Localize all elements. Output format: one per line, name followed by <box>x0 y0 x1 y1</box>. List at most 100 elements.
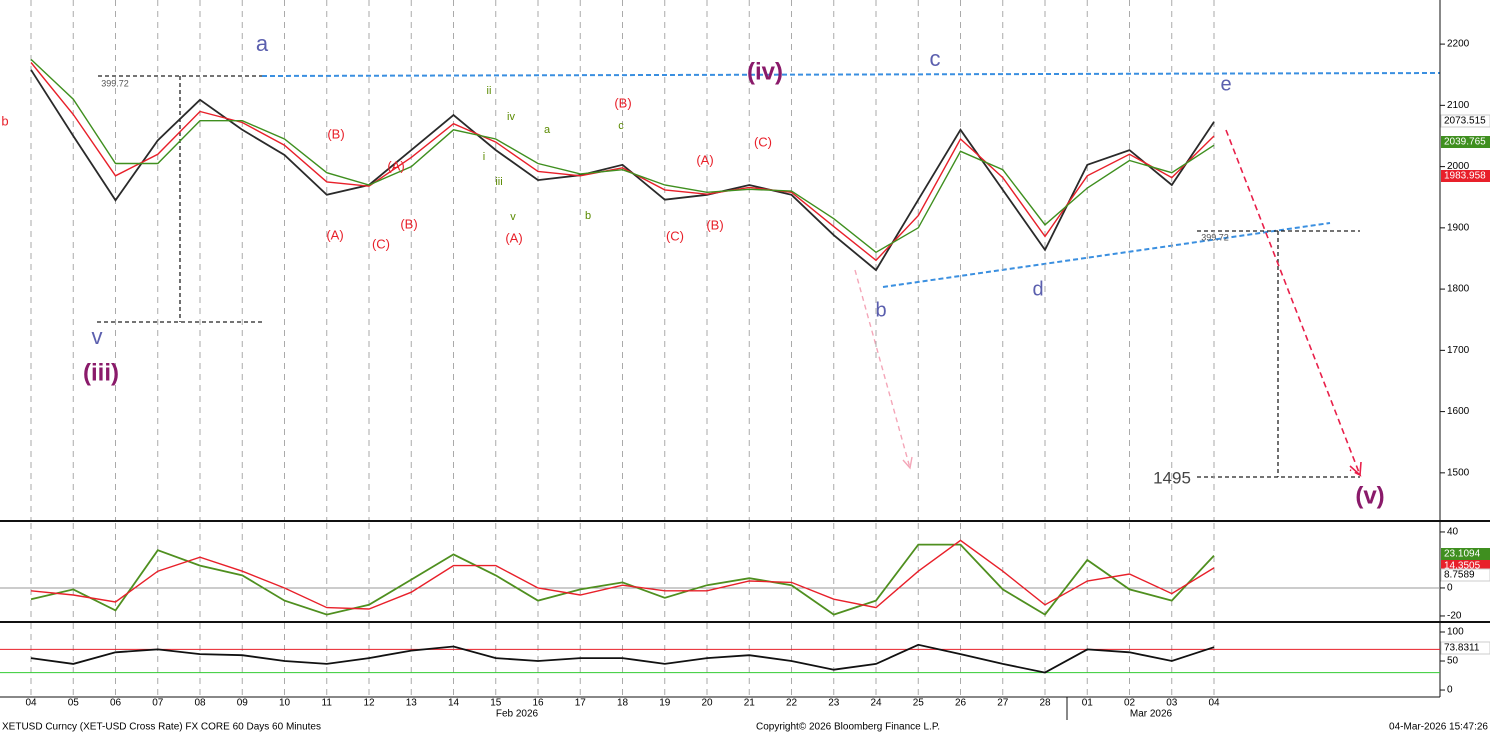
value-box <box>1440 641 1490 655</box>
value-box-label: 73.8311 <box>1444 643 1480 654</box>
y-tick-label: -20 <box>1447 611 1462 622</box>
wave-label: (A) <box>387 158 404 173</box>
wave-label: v <box>92 324 103 349</box>
wave-label: iii <box>495 176 502 188</box>
wave-label: b <box>1 113 8 128</box>
footer-left: XETUSD Curncy (XET-USD Cross Rate) FX CO… <box>2 722 321 733</box>
x-tick-label: 17 <box>575 698 587 709</box>
wave-label: (C) <box>372 236 390 251</box>
wave-label: (A) <box>505 230 522 245</box>
series-line <box>30 69 1215 272</box>
x-tick-label: 04 <box>25 698 37 709</box>
wave-label: (v) <box>1355 482 1384 509</box>
value-box <box>1441 548 1490 560</box>
wave-label: (iii) <box>83 359 119 386</box>
y-tick-label: 2200 <box>1447 39 1470 50</box>
wave-label: (iv) <box>747 58 783 85</box>
wave-label: (B) <box>614 95 631 110</box>
series-line <box>30 543 1215 616</box>
wave-label: c <box>618 120 624 132</box>
value-box-label: 2073.515 <box>1444 116 1486 127</box>
x-tick-label: 06 <box>110 698 122 709</box>
x-tick-label: 24 <box>870 698 882 709</box>
x-tick-label: 16 <box>532 698 544 709</box>
value-box <box>1441 170 1490 182</box>
y-tick-label: 1700 <box>1447 345 1470 356</box>
y-tick-label: 1500 <box>1447 467 1470 478</box>
y-tick-label: 1600 <box>1447 406 1470 417</box>
x-tick-label: 22 <box>786 698 798 709</box>
wave-label: v <box>510 211 516 223</box>
x-tick-label: 07 <box>152 698 164 709</box>
y-tick-label: 100 <box>1447 627 1464 638</box>
value-box <box>1440 114 1490 128</box>
wave-label: (C) <box>666 228 684 243</box>
month-label: Feb 2026 <box>496 709 539 720</box>
y-tick-label: 0 <box>1447 583 1453 594</box>
wave-label: (A) <box>326 227 343 242</box>
x-tick-label: 03 <box>1166 698 1178 709</box>
y-tick-label: 0 <box>1447 685 1453 696</box>
x-tick-label: 27 <box>997 698 1009 709</box>
value-box <box>1441 136 1490 148</box>
x-tick-label: 08 <box>194 698 206 709</box>
series-line <box>30 62 1215 262</box>
value-box-label: 1983.958 <box>1444 171 1486 182</box>
drawings <box>97 72 1441 478</box>
wave-label: 399.72 <box>1201 232 1229 242</box>
trendline <box>261 72 1441 77</box>
x-tick-label: 26 <box>955 698 967 709</box>
x-tick-label: 01 <box>1082 698 1094 709</box>
x-tick-label: 21 <box>744 698 756 709</box>
series-line <box>30 643 1215 674</box>
projection-arrow <box>854 269 911 469</box>
wave-label: d <box>1032 278 1043 300</box>
value-box-label: 23.1094 <box>1444 549 1481 560</box>
y-tick-label: 1800 <box>1447 284 1470 295</box>
y-tick-label: 2000 <box>1447 161 1470 172</box>
month-label: Mar 2026 <box>1130 709 1173 720</box>
value-box-label: 2039.765 <box>1444 137 1486 148</box>
y-tick-label: 1900 <box>1447 222 1470 233</box>
x-tick-label: 04 <box>1208 698 1220 709</box>
wave-label: 1495 <box>1153 468 1191 487</box>
x-tick-label: 15 <box>490 698 502 709</box>
arrow-head <box>902 456 913 470</box>
footer-right: 04-Mar-2026 15:47:26 <box>1389 722 1488 733</box>
x-tick-label: 05 <box>68 698 80 709</box>
wave-label: b <box>585 210 591 222</box>
x-tick-label: 14 <box>448 698 460 709</box>
value-box-label: 8.7589 <box>1444 570 1475 581</box>
x-tick-label: 11 <box>322 698 333 709</box>
wave-label: iv <box>507 111 515 123</box>
y-tick-label: 50 <box>1447 656 1459 667</box>
x-tick-label: 18 <box>617 698 629 709</box>
y-tick-label: 2100 <box>1447 100 1470 111</box>
wave-label: (B) <box>400 216 417 231</box>
y-tick-label: 40 <box>1447 527 1459 538</box>
footer-center: Copyright© 2026 Bloomberg Finance L.P. <box>756 722 940 733</box>
x-tick-label: 12 <box>363 698 375 709</box>
wave-label: (B) <box>706 217 723 232</box>
x-tick-label: 25 <box>913 698 925 709</box>
x-tick-label: 23 <box>828 698 840 709</box>
wave-label: b <box>875 299 886 321</box>
arrow-head <box>1349 461 1362 477</box>
wave-label: (C) <box>754 134 772 149</box>
x-tick-label: 10 <box>279 698 291 709</box>
wave-label: a <box>256 31 269 56</box>
x-tick-label: 09 <box>237 698 249 709</box>
series-line <box>30 58 1215 254</box>
wave-label: i <box>483 151 485 163</box>
wave-label: c <box>930 46 941 71</box>
x-tick-label: 19 <box>659 698 671 709</box>
wave-label: (A) <box>696 152 713 167</box>
trendline <box>882 222 1331 288</box>
value-box-label: 14.3505 <box>1444 561 1481 572</box>
value-box <box>1440 568 1490 582</box>
wave-label: 399.72 <box>101 78 129 88</box>
series-line <box>30 539 1215 610</box>
x-tick-label: 13 <box>406 698 418 709</box>
